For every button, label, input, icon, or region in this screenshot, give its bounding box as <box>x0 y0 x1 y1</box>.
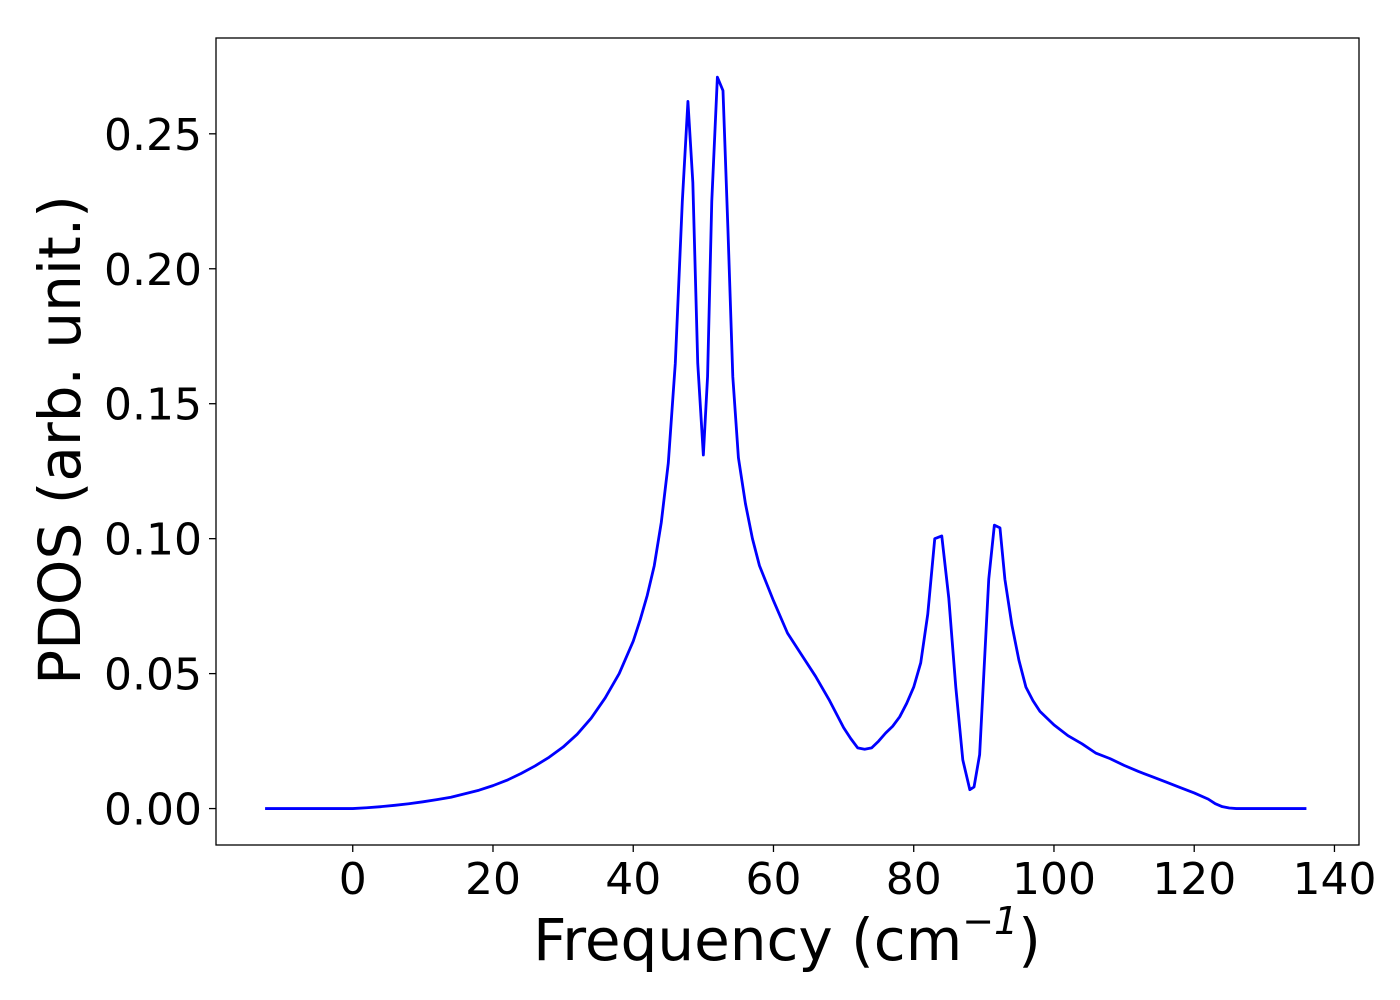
x-tick-label: 60 <box>745 854 801 905</box>
x-axis-label-exponent: −1 <box>962 899 1018 943</box>
x-axis-label: Frequency (cm−1) <box>533 899 1041 974</box>
y-tick-label: 0.05 <box>104 650 202 701</box>
y-tick-label: 0.20 <box>104 245 202 296</box>
pdos-curve <box>265 75 1307 810</box>
x-axis-label-close: ) <box>1018 906 1041 974</box>
axes-frame <box>215 37 1360 846</box>
y-tick-label: 0.15 <box>104 380 202 431</box>
x-tick-label: 120 <box>1152 854 1236 905</box>
x-tick-label: 80 <box>886 854 942 905</box>
x-axis-label-text: Frequency (cm <box>533 906 962 974</box>
x-tick-label: 20 <box>465 854 521 905</box>
x-tick-label: 0 <box>339 854 367 905</box>
x-tick-label: 100 <box>1012 854 1096 905</box>
y-tick-label: 0.25 <box>104 110 202 161</box>
y-tick-label: 0.10 <box>104 515 202 566</box>
y-axis-ticks: 0.00 0.05 0.10 0.15 0.20 0.25 <box>104 110 216 836</box>
x-tick-label: 40 <box>605 854 661 905</box>
x-tick-label: 140 <box>1292 854 1376 905</box>
plot-area <box>215 37 1360 846</box>
y-axis-label: PDOS (arb. unit.) <box>26 195 94 685</box>
y-tick-label: 0.00 <box>104 785 202 836</box>
x-axis-ticks: 0 20 40 60 80 100 120 140 <box>339 845 1376 905</box>
